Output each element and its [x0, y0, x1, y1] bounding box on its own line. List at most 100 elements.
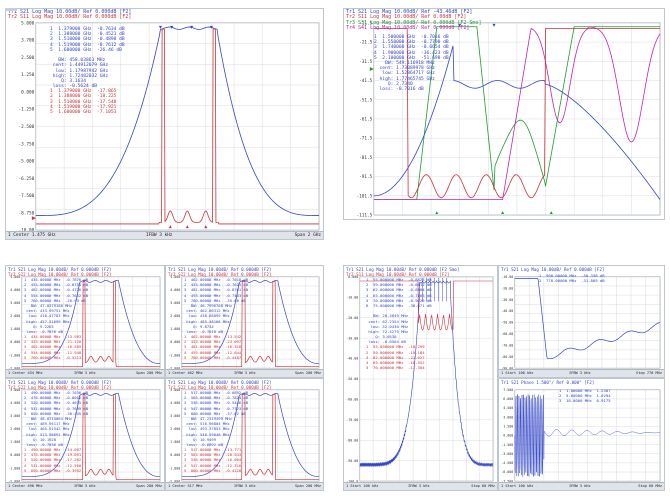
marker-readout: 4 493.00000 MHz -12.044: [184, 349, 242, 355]
y-tick-label: -4.500: [501, 461, 513, 465]
trace-header: Tr1 S21 Phase 1.500°/ Ref 0.000° [F2]: [501, 380, 594, 385]
y-tick-label: 3.000: [170, 414, 180, 418]
marker-readout: 3 1.510000 GHz -17.548: [50, 99, 117, 105]
marker-readout: 3 62.000000 MHz -21.027: [366, 354, 425, 360]
y-tick-label: 5.000: [10, 275, 20, 279]
y-tick-label: -10.00: [501, 275, 513, 279]
marker-triangle: [549, 211, 553, 215]
marker-triangle: [185, 225, 189, 229]
trace-s22: [181, 281, 320, 368]
marker-triangle: [435, 211, 439, 215]
marker-readout: 2 770.00000 MHz -31.809 dB: [539, 278, 605, 284]
footer-ifbw: IFBW 3 kHz: [234, 484, 256, 488]
marker-readout: cent: 489.95117 MHz: [24, 421, 70, 427]
marker-readout: 4 554.00000 MHz -11.948: [24, 349, 82, 355]
y-tick-label: -60.00: [346, 398, 358, 402]
marker-readout: 2 476.00000 MHz -0.8052 dB: [24, 395, 89, 401]
y-tick-label: 4.500: [503, 406, 513, 410]
trace-header: Tr1 S21 Log Mag 10.00dB/ Ref 0.000dB [F2…: [168, 380, 271, 391]
y-tick-label: -100.0: [346, 479, 358, 483]
y-tick-label: 4.000: [10, 288, 20, 292]
footer-start: 1 Start 100 kHz: [346, 484, 379, 488]
y-tick-label: 0.000: [170, 340, 180, 344]
trace-plot: -10.00 -20.00 -30.00 -40.00 -50.00 -60.00 -70.…: [501, 275, 661, 370]
y-tick-label: -2.000: [8, 366, 20, 370]
marker-triangle: [492, 23, 496, 27]
trace-header: Tr1 S21 Log Mag 10.00dB/ Ref 0.000dB [F2…: [8, 9, 132, 21]
trace-header: Tr1 S21 Log Mag 10.00dB/ Ref 0.000dB [F2…: [8, 267, 111, 278]
y-tick-label: -41.5: [359, 78, 373, 84]
marker-readout: loss: -0.6504 dB: [366, 339, 406, 345]
trace-plot: 5.000 4.000 3.000 2.000 1.000 0.000 -1.000 -2.0…: [8, 275, 161, 370]
phase-analyzer-screenshot: 7.500 6.000 4.500 3.000 1.500 0.000 -1.500 -3.0…: [498, 378, 665, 491]
y-tick-label: 0.000: [10, 453, 20, 457]
marker-readout: low: 1.17987942 GHz: [50, 68, 109, 74]
y-tick-label: -2.000: [168, 366, 180, 370]
footer-ifbw: IFBW 3 kHz: [569, 371, 591, 375]
y-tick-label: -2.500: [19, 124, 35, 130]
marker-readout: high: 485.48166 MHz: [184, 318, 230, 324]
plot-frame: [35, 22, 320, 231]
marker-triangle: [168, 225, 172, 229]
marker-readout: 2 1.550000 GHz -0.7790 dB: [374, 40, 449, 46]
marker-readout: 6 75.000000 MHz -38.671 dB: [366, 302, 432, 308]
marker-readout: 5 70.000000 MHz -0.9026 dB: [366, 297, 432, 303]
y-tick-label: -80.00: [501, 355, 513, 359]
trace-header: Tr1 S21 Log Mag 10.00dB/ Ref -43.46dB [F…: [346, 9, 482, 32]
marker-table: 1 462.00000 MHz -0.7018 dB 2 453.00000 MH…: [184, 277, 248, 361]
trace-header-line: Tr4 S41 Log Mag 10.00dB/ Ref 0.000dB [F2…: [346, 25, 470, 32]
marker-readout: Q: 10.9499: [184, 436, 217, 442]
trace-header: Tr1 S21 Log Mag 10.00dB/ Ref 0.000dB [F2…: [168, 267, 271, 278]
trace-header-line: Tr1 S21 Log Mag 10.00dB/ Ref 0.000dB [F2…: [8, 267, 112, 272]
filter-analyzer-screenshot-2: 5.000 4.000 3.000 2.000 1.000 0.000 -1.000 -2.0…: [165, 265, 324, 378]
marker-readout: 5 780.00000 MHz -35.66 dB: [184, 297, 246, 303]
marker-readout: 4 554.00000 MHz -0.7652 dB: [24, 292, 89, 298]
y-tick-label: -1.500: [501, 443, 513, 447]
marker-readout: 1 1.00000 MHz 1.2387: [559, 388, 611, 393]
y-tick-label: 2.000: [170, 314, 180, 318]
marker-readout: 5 850.00000 MHz -38.445 dB: [24, 410, 89, 416]
marker-readout: 3 1.510000 GHz -0.4890 dB: [50, 37, 125, 43]
footer-start: 1 Center 434 MHz: [8, 371, 43, 375]
trace-s22: [21, 394, 161, 481]
y-tick-label: -30.00: [346, 336, 358, 340]
y-tick-label: 5.000: [10, 388, 20, 392]
trace-header-line: Tr1 S21 Log Mag 10.00dB/ Ref -43.46dB [F…: [346, 9, 473, 15]
marker-readout: 1 434.00000 MHz -0.7876 dB: [24, 277, 89, 282]
y-tick-label: 3.000: [10, 301, 20, 305]
y-tick-label: -8.750: [19, 210, 35, 216]
y-tick-label: 5.000: [21, 20, 35, 26]
marker-readout: 2 5.00000 MHz 1.0294: [559, 393, 611, 399]
marker-readout: 1 490.00000 MHz -0.7036 dB: [24, 390, 89, 395]
trace-header-line: Tr2 S11 Log Mag 10.00dB/ Ref 0.000dB [F2…: [346, 272, 450, 278]
trace-header-line: Tr3 S31 Log Mag 10.00dB/ Ref 0.000dB [F2…: [346, 19, 482, 26]
marker-readout: 4 531.00000 MHz -12.560: [24, 462, 82, 468]
y-tick-label: -70.00: [501, 343, 513, 347]
plot-frame: [181, 389, 320, 482]
y-tick-label: 5.000: [170, 388, 180, 392]
y-tick-label: 2.500: [21, 55, 35, 61]
trace-s21: [181, 393, 320, 477]
marker-readout: low: 1.52864717 GHz: [374, 71, 435, 77]
status-bar: 1 Start 100 kHz IFBW 3 kHz Stop 60 MHz: [344, 482, 497, 490]
y-tick-label: -50.00: [346, 377, 358, 381]
trace-plot: 0.000 -10.00 -20.00 -30.00 -40.00 -50.00 -60.0…: [346, 275, 494, 483]
trace-header-line: Tr2 S11 Log Mag 10.00dB/ Ref 0.000dB [F2…: [8, 14, 132, 21]
marker-readout: 4 547.00000 MHz -12.316: [184, 462, 242, 468]
footer-ifbw: IFBW 3 kHz: [234, 371, 256, 375]
marker-readout: 1 1.500000 GHz -0.7016 dB: [374, 35, 449, 40]
trace-header-line: Tr1 S21 Log Mag 10.00dB/ Ref 0.000dB [F2…: [8, 9, 132, 15]
marker-readout: 5 1.600000 GHz -26.46 dB: [50, 47, 122, 53]
footer-span: Span 200 MHz: [295, 484, 321, 488]
marker-triangle: [158, 25, 162, 29]
y-tick-label: -2.000: [8, 479, 20, 483]
trace-plot: 5.000 3.700 2.500 1.250 0.000 -1.250 -2.500 -3.…: [19, 20, 320, 234]
y-tick-label: 4.000: [170, 401, 180, 405]
footer-start: 1 Center 517 MHz: [168, 484, 203, 488]
marker-readout: 5 70.000000 MHz -11.304: [366, 365, 425, 371]
y-tick-label: -40.00: [501, 309, 513, 313]
marker-readout: BW: 549.116918 MHz: [374, 60, 435, 66]
marker-readout: Q: 2.7340: [374, 81, 413, 87]
marker-readout: 5 2.100000 GHz -51.698 dB: [374, 55, 449, 61]
trace-header-line: Tr1 S21 Log Mag 10.00dB/ Ref 0.000dB [F2…: [8, 380, 112, 385]
